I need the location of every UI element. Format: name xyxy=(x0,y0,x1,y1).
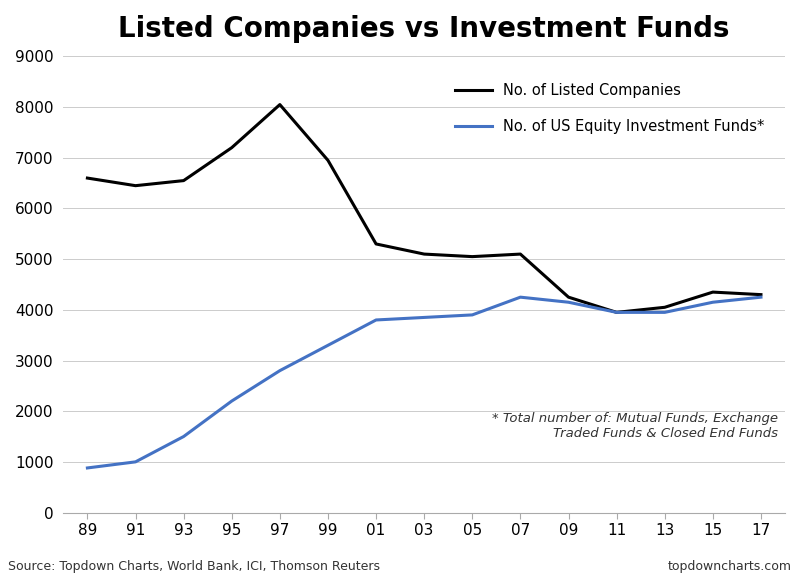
Legend: No. of Listed Companies, No. of US Equity Investment Funds*: No. of Listed Companies, No. of US Equit… xyxy=(450,77,770,139)
Text: Source: Topdown Charts, World Bank, ICI, Thomson Reuters: Source: Topdown Charts, World Bank, ICI,… xyxy=(8,560,380,573)
Title: Listed Companies vs Investment Funds: Listed Companies vs Investment Funds xyxy=(118,15,730,43)
Text: * Total number of: Mutual Funds, Exchange
Traded Funds & Closed End Funds: * Total number of: Mutual Funds, Exchang… xyxy=(492,412,778,440)
Text: topdowncharts.com: topdowncharts.com xyxy=(668,560,792,573)
